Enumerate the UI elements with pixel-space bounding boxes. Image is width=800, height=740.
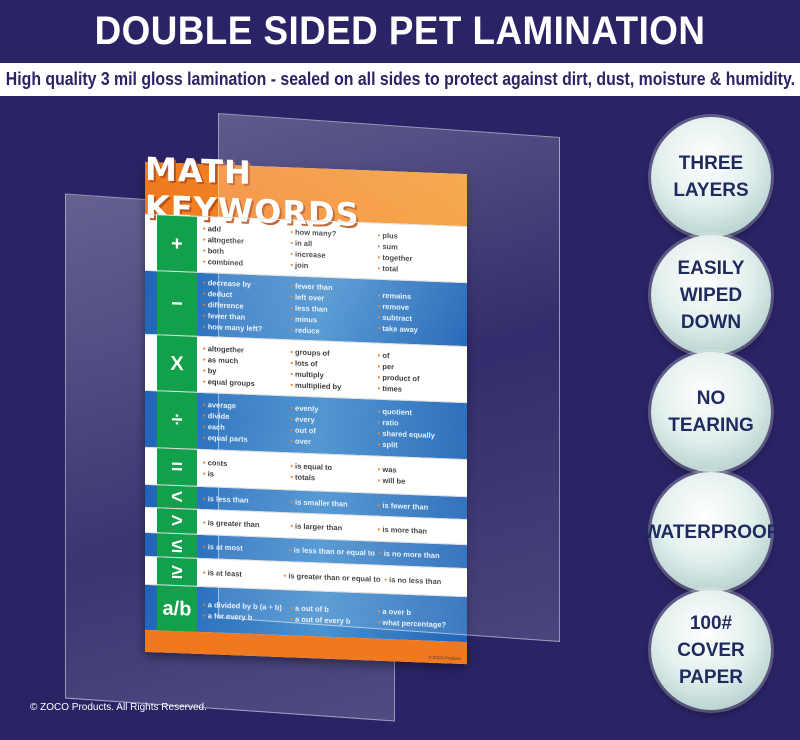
operator-symbol: X bbox=[157, 335, 197, 392]
subtitle: High quality 3 mil gloss lamination - se… bbox=[5, 69, 795, 89]
operator-symbol: > bbox=[157, 508, 197, 534]
operator-symbol: ≥ bbox=[157, 557, 197, 586]
operator-symbol: ≤ bbox=[157, 533, 197, 558]
operator-symbol: a/b bbox=[157, 585, 197, 632]
page-title: DOUBLE SIDED PET LAMINATION bbox=[94, 8, 706, 53]
operator-symbol: + bbox=[157, 215, 197, 272]
operator-symbol: < bbox=[157, 485, 197, 509]
feature-badge: THREE LAYERS bbox=[651, 117, 771, 237]
feature-badge: EASILY WIPED DOWN bbox=[651, 235, 771, 355]
subtitle-banner: High quality 3 mil gloss lamination - se… bbox=[0, 63, 800, 96]
lamination-layer-front bbox=[218, 113, 560, 642]
feature-badge: NO TEARING bbox=[651, 352, 771, 472]
feature-badge: WATERPROOF bbox=[644, 472, 778, 592]
feature-badge: 100# COVER PAPER bbox=[651, 590, 771, 710]
poster-footer-text: © ZOCO Products bbox=[428, 654, 461, 661]
operator-symbol: − bbox=[157, 271, 197, 336]
operator-symbol: ÷ bbox=[157, 391, 197, 449]
operator-symbol: = bbox=[157, 448, 197, 486]
copyright: © ZOCO Products. All Rights Reserved. bbox=[30, 702, 207, 713]
